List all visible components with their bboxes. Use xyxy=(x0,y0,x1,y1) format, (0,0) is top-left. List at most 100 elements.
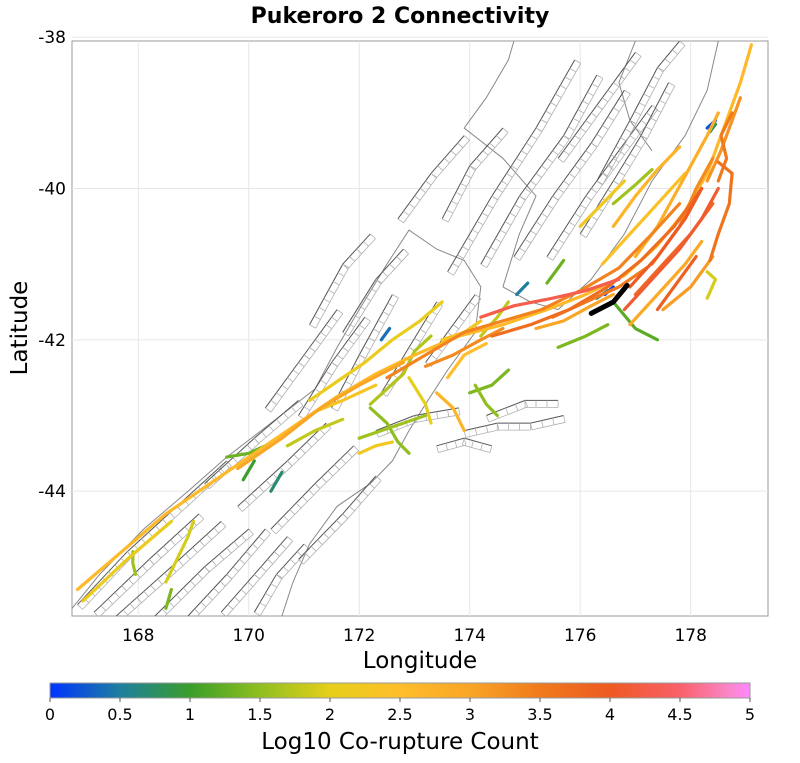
colorbar-tick-label: 0.5 xyxy=(107,705,132,724)
x-tick-label: 174 xyxy=(453,626,485,646)
colorbar-tick-label: 3.5 xyxy=(527,705,552,724)
colorbar-tick-label: 1 xyxy=(185,705,195,724)
fault-dip-tick xyxy=(303,309,344,360)
colorbar-tick-label: 1.5 xyxy=(247,705,272,724)
fault-dip-tick xyxy=(519,135,570,201)
coastline-segment xyxy=(72,229,482,616)
fault-dip-ticks xyxy=(93,513,205,616)
colorbar-tick-label: 2 xyxy=(325,705,335,724)
fault-dip-tick xyxy=(657,41,686,73)
fault-dip-tick xyxy=(629,67,665,124)
fault-dip-ticks xyxy=(154,528,254,616)
colorbar-label: Log10 Co-rupture Count xyxy=(261,729,538,755)
fault-dip-tick xyxy=(204,528,254,573)
y-tick-label: -38 xyxy=(38,28,66,48)
corupture-fault xyxy=(368,406,411,455)
fault-dip-tick xyxy=(220,574,260,616)
background-fault xyxy=(596,41,680,182)
corupture-fault xyxy=(611,168,654,206)
fault-dip-ticks xyxy=(254,543,310,616)
fault-dip-tick xyxy=(408,301,443,352)
background-fault xyxy=(513,89,625,257)
fault-dip-tick xyxy=(452,294,482,330)
fault-dip-tick xyxy=(469,127,509,171)
coastline-segment xyxy=(502,41,719,311)
corupture-fault xyxy=(515,281,530,297)
corupture-fault xyxy=(490,186,704,338)
corupture-fault xyxy=(578,179,626,228)
fault-dip-tick xyxy=(462,438,493,453)
background-fault xyxy=(77,460,228,606)
fault-dip-tick xyxy=(342,475,382,519)
corupture-fault xyxy=(556,323,610,349)
fault-dip-ticks xyxy=(342,248,409,337)
fault-dip-tick xyxy=(441,165,477,223)
fault-dip-tick xyxy=(254,536,294,580)
corupture-fault xyxy=(479,277,621,319)
fault-dip-ticks xyxy=(557,51,642,163)
x-axis-ticks: 168 170 172 174 176 178 xyxy=(122,626,707,646)
fault-dip-ticks xyxy=(447,59,582,276)
colorbar xyxy=(49,682,751,699)
corupture-fault xyxy=(379,326,392,342)
fault-dip-tick xyxy=(530,415,566,431)
corupture-fault xyxy=(407,376,433,425)
fault-dip-tick xyxy=(276,543,310,580)
fault-dip-ticks xyxy=(596,41,686,185)
corupture-fault xyxy=(622,186,720,312)
fault-dip-ticks xyxy=(270,445,359,535)
fault-dip-ticks xyxy=(480,74,604,269)
pukeroro-2-fault xyxy=(588,282,630,316)
fault-dip-tick xyxy=(535,59,582,132)
corupture-fault xyxy=(313,383,378,414)
colorbar-tick-label: 5 xyxy=(745,705,755,724)
colorbar-tick-label: 4.5 xyxy=(667,705,692,724)
corupture-fault xyxy=(307,300,444,402)
corupture-fault xyxy=(705,96,742,183)
corupture-fault xyxy=(655,255,698,312)
fault-dip-ticks xyxy=(298,316,371,420)
corupture-fault xyxy=(164,519,196,584)
y-axis-ticks: -38 -40 -42 -44 xyxy=(38,28,66,502)
corupture-fault xyxy=(600,171,687,266)
x-tick-label: 172 xyxy=(343,626,375,646)
x-axis-label: Longitude xyxy=(363,648,477,674)
corupture-fault xyxy=(534,292,615,331)
corupture-fault xyxy=(611,145,682,228)
colorbar-tick-label: 0 xyxy=(45,705,55,724)
corupture-fault xyxy=(628,239,704,327)
corupture-fault xyxy=(241,459,256,482)
fault-dip-tick xyxy=(640,82,676,140)
colorbar-tick-label: 2.5 xyxy=(387,705,412,724)
coastline-segment xyxy=(463,41,537,288)
fault-dip-ticks xyxy=(436,438,493,453)
fault-dip-tick xyxy=(226,528,272,580)
corupture-fault xyxy=(628,186,704,289)
target-fault xyxy=(588,282,630,316)
corupture-fault xyxy=(368,334,433,406)
corupture-fault xyxy=(357,413,428,440)
corupture-fault xyxy=(705,270,718,300)
fault-dip-tick xyxy=(253,400,304,444)
coloured-faults xyxy=(75,43,753,610)
fault-dip-ticks xyxy=(188,528,272,616)
fault-dip-tick xyxy=(309,263,350,329)
corupture-fault xyxy=(716,111,734,183)
x-tick-label: 168 xyxy=(122,626,154,646)
fault-dip-tick xyxy=(342,233,376,270)
fault-dip-tick xyxy=(331,316,371,367)
fault-dip-ticks xyxy=(220,536,294,616)
corupture-fault xyxy=(708,160,734,262)
fault-dip-tick xyxy=(314,445,359,489)
corupture-fault xyxy=(269,470,284,493)
fault-dip-ticks xyxy=(265,309,344,413)
fault-dip-ticks xyxy=(298,475,382,565)
fault-dip-tick xyxy=(430,135,470,179)
corupture-fault xyxy=(81,519,173,603)
fault-dip-tick xyxy=(590,89,631,148)
corupture-fault xyxy=(661,255,715,312)
y-tick-label: -42 xyxy=(38,331,66,351)
fault-dip-ticks xyxy=(397,135,470,224)
corupture-fault xyxy=(385,202,682,380)
